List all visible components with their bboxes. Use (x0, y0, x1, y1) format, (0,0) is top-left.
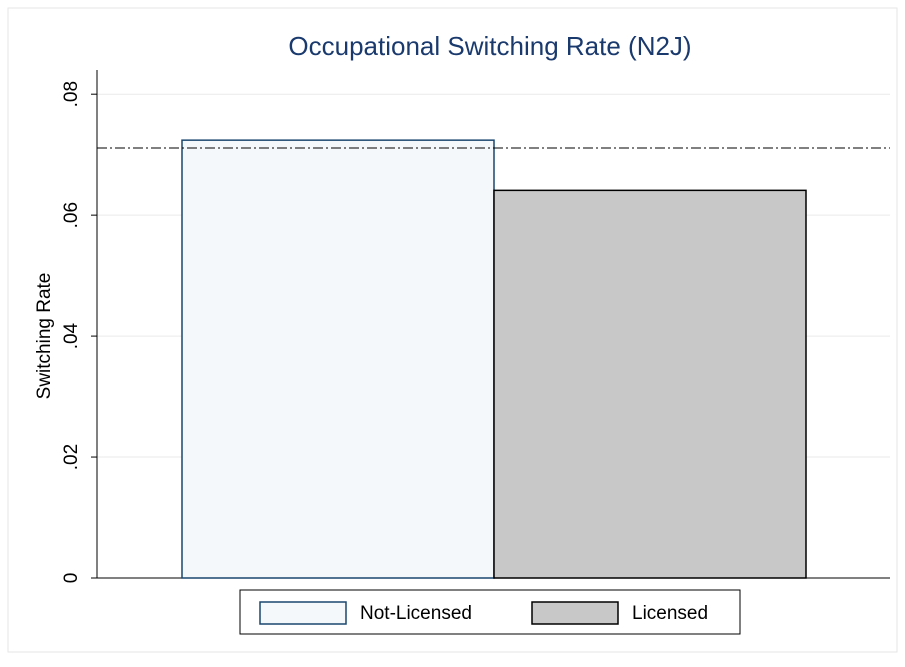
y-tick-label: .04 (61, 322, 82, 349)
y-tick-label: 0 (61, 573, 82, 584)
y-tick-label: .06 (61, 202, 82, 228)
legend-label: Not-Licensed (360, 603, 472, 624)
legend-swatch (531, 601, 619, 625)
y-axis-label: Switching Rate (34, 273, 55, 400)
bar (493, 189, 807, 579)
y-tick-label: .02 (61, 444, 82, 470)
legend-swatch (259, 601, 347, 625)
legend-label: Licensed (632, 603, 708, 624)
y-tick-label: .08 (61, 81, 82, 107)
chart-title: Occupational Switching Rate (N2J) (288, 31, 691, 61)
bar (181, 139, 495, 579)
